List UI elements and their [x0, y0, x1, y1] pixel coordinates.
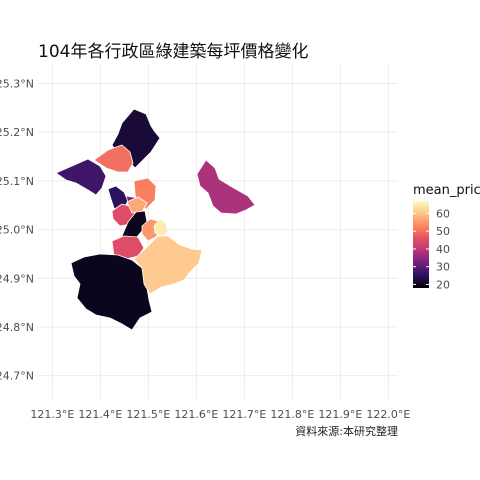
x-tick-label: 121.4°E [78, 408, 122, 421]
district-north-mid [93, 144, 134, 173]
x-tick-label: 121.9°E [318, 408, 362, 421]
district-central-south [126, 196, 148, 214]
legend-tick-label: 20 [436, 278, 450, 291]
y-tick-label: 24.8°N [0, 321, 34, 334]
color-legend: mean_pric 60 50 40 30 20 [413, 183, 480, 291]
legend-tick-label: 30 [436, 261, 450, 274]
legend-tick-label: 40 [436, 243, 450, 256]
district-southeast-large [133, 235, 203, 295]
y-tick-label: 24.7°N [0, 370, 34, 383]
graticule [38, 64, 398, 400]
district-southwest-large [70, 253, 153, 331]
x-tick-label: 121.8°E [270, 408, 314, 421]
legend-ticks: 60 50 40 30 20 [413, 207, 450, 291]
x-axis-ticks: 121.3°E 121.4°E 121.5°E 121.6°E 121.7°E 121.8… [30, 408, 410, 421]
y-tick-label: 24.9°N [0, 272, 34, 285]
y-tick-label: 25.1°N [0, 175, 34, 188]
legend-tick-label: 60 [436, 207, 450, 220]
x-tick-label: 122.0°E [366, 408, 410, 421]
x-tick-label: 121.7°E [222, 408, 266, 421]
district-northwest-peninsula [55, 158, 107, 196]
y-axis-ticks: 25.3°N 25.2°N 25.1°N 25.0°N 24.9°N 24.8°N 24.7… [0, 77, 34, 382]
district-central-peak [153, 218, 169, 237]
legend-colorbar [413, 201, 429, 288]
y-tick-label: 25.2°N [0, 126, 34, 139]
district-layer [55, 108, 256, 331]
legend-title: mean_pric [413, 183, 480, 198]
legend-tick-label: 50 [436, 225, 450, 238]
source-caption: 資料來源:本研究整理 [295, 424, 398, 438]
y-tick-label: 25.0°N [0, 224, 34, 237]
x-tick-label: 121.5°E [126, 408, 170, 421]
x-tick-label: 121.6°E [174, 408, 218, 421]
district-east-isolated [196, 159, 256, 215]
y-tick-label: 25.3°N [0, 77, 34, 90]
x-tick-label: 121.3°E [30, 408, 74, 421]
map-title: 104年各行政區綠建築每坪價格變化 [38, 42, 308, 62]
